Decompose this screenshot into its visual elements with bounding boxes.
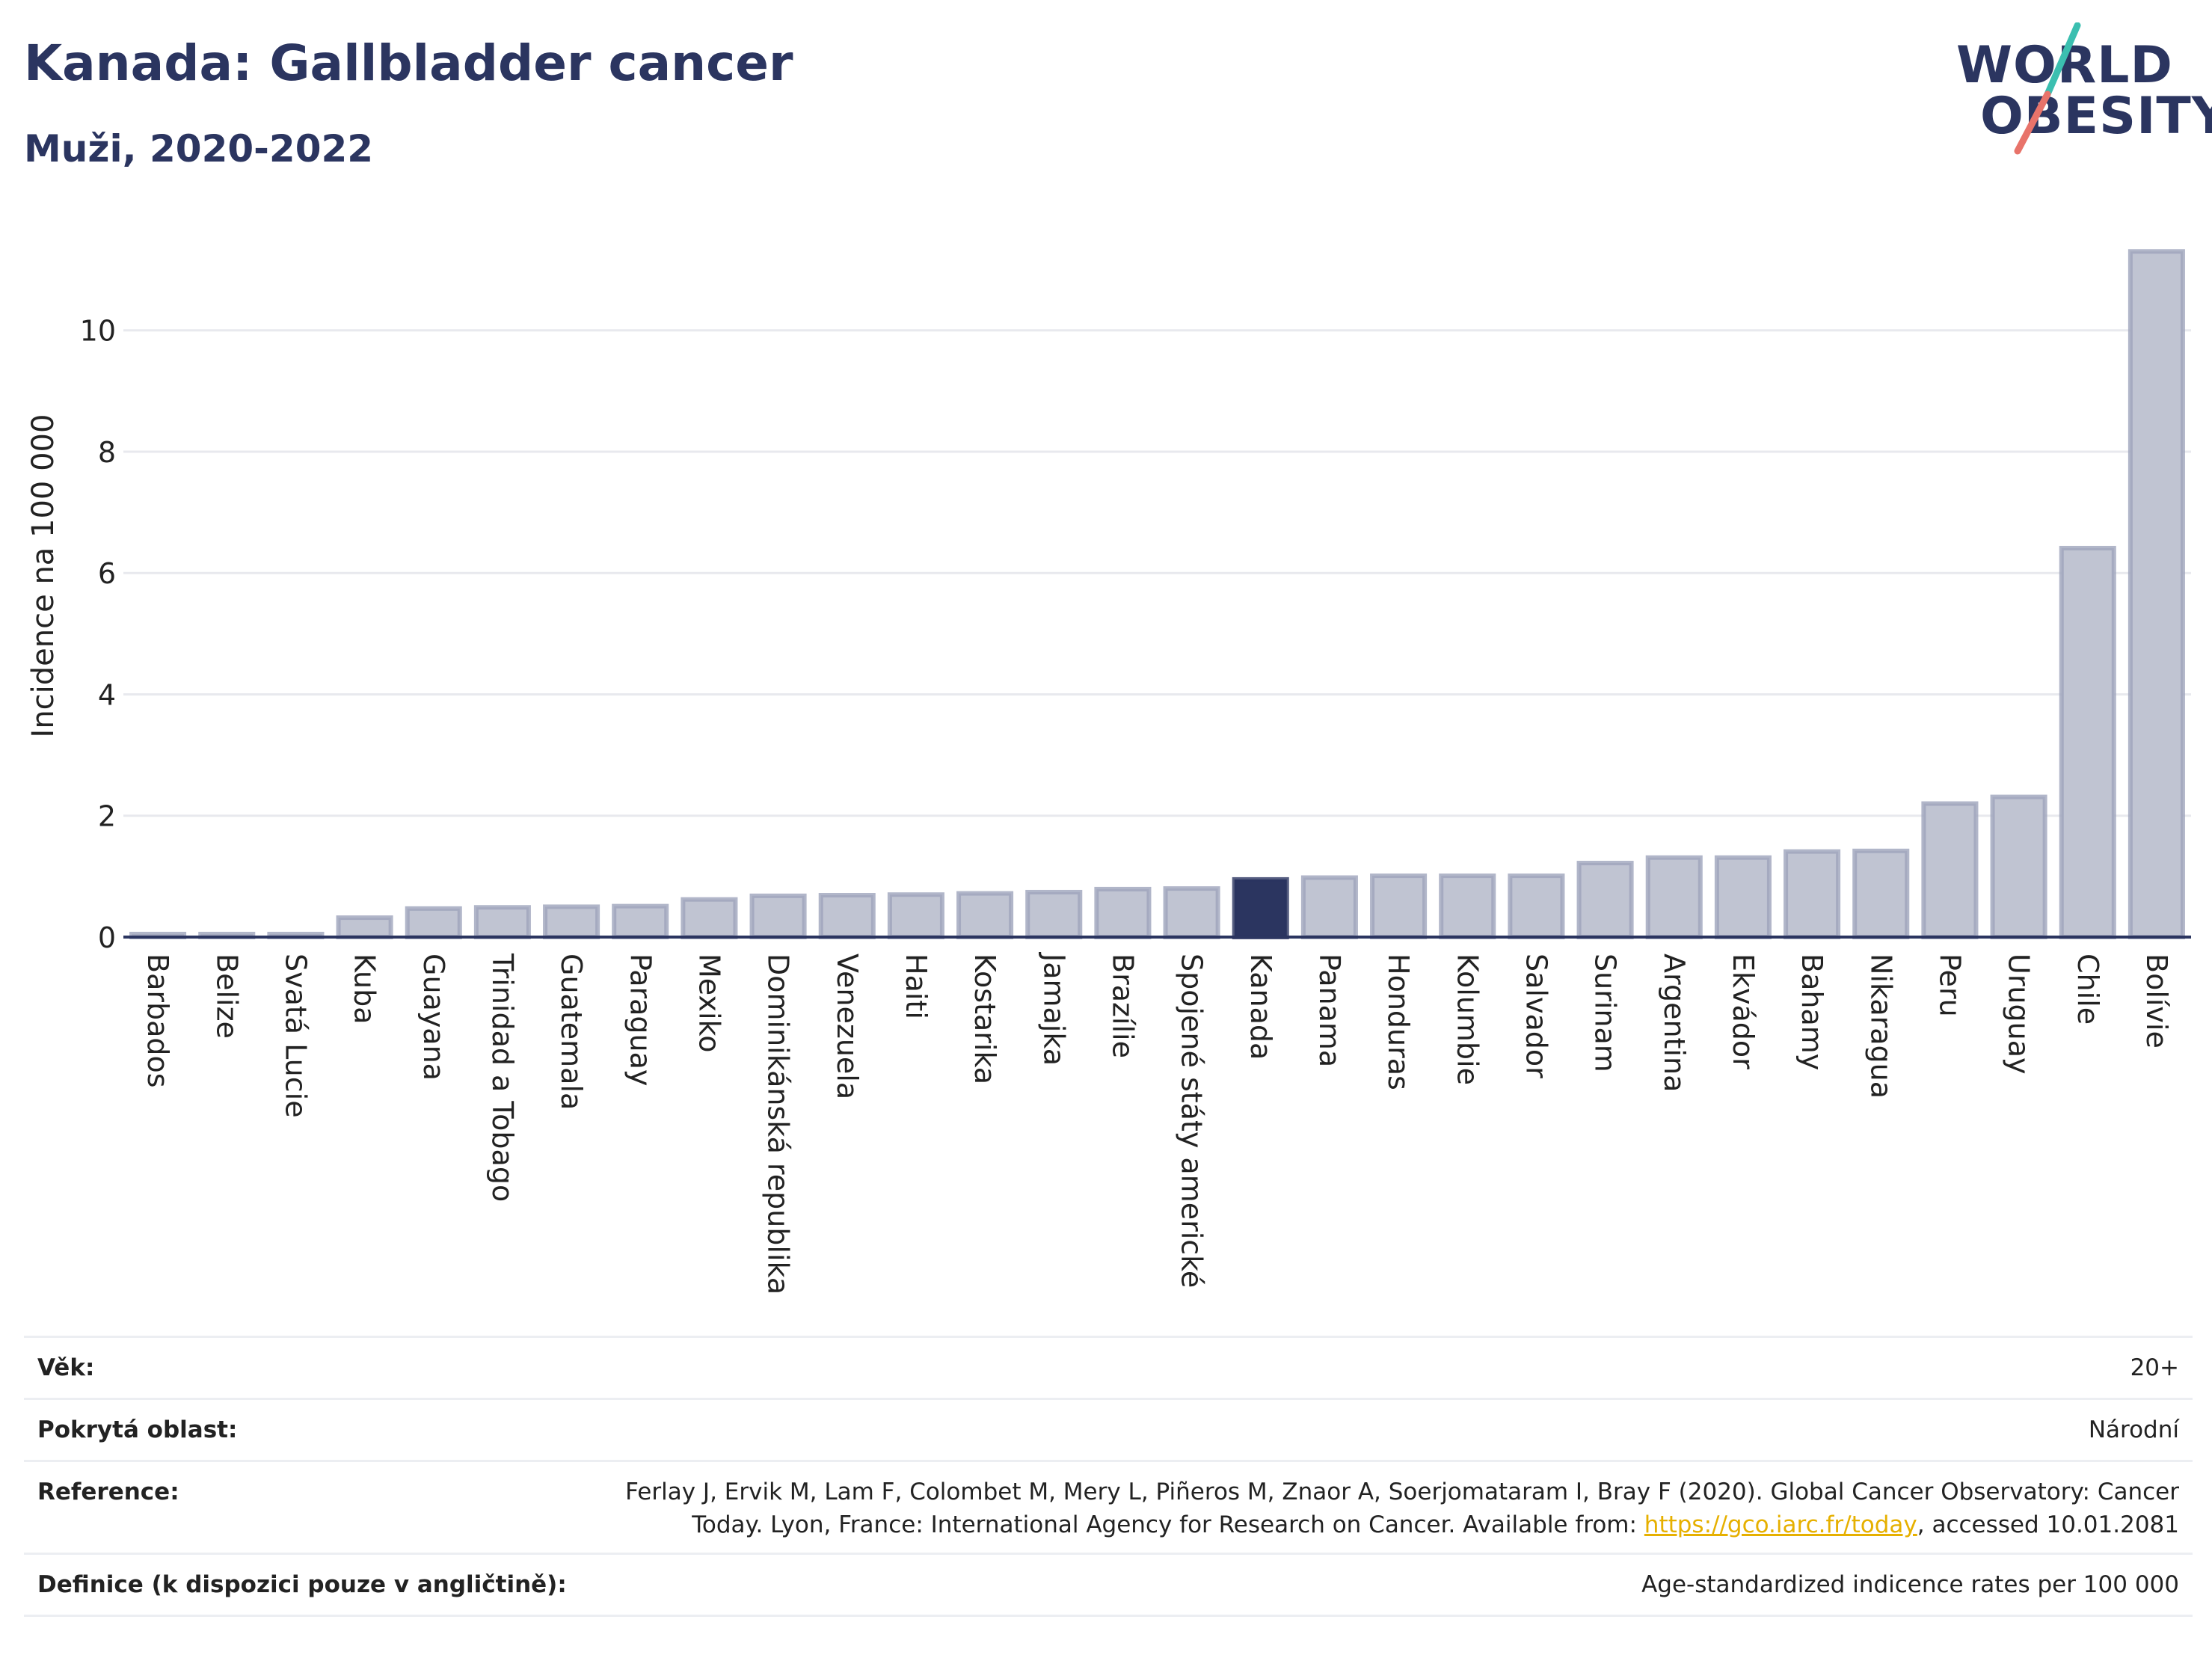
bar [1645,855,1703,939]
reference-line1: Ferlay J, Ervik M, Lam F, Colombet M, Me… [625,1479,2179,1505]
bar [473,905,531,940]
reference-line2-post: , accessed 10.01.2081 [1917,1511,2179,1538]
x-tick-label: Argentina [1658,954,1691,1092]
y-tick-label: 0 [98,921,116,954]
x-tick-label: Jamajka [1037,952,1070,1066]
info-value-coverage: Národní [2088,1416,2179,1443]
page-subtitle: Muži, 2020-2022 [24,127,374,171]
x-tick-label: Paraguay [624,954,657,1086]
x-tick-label: Trinidad a Tobago [486,953,519,1202]
x-tick-label: Chile [2071,954,2104,1025]
bar [1784,849,1841,939]
bar [2127,249,2185,940]
bar [1576,861,1634,940]
reference-line2-pre: Today. Lyon, France: International Agenc… [692,1511,1644,1538]
bar [405,906,462,940]
x-tick-label: Honduras [1382,954,1415,1090]
info-row-coverage: Pokrytá oblast: Národní [24,1398,2193,1460]
x-tick-label: Svatá Lucie [279,954,312,1118]
info-label-age: Věk: [37,1354,95,1381]
info-row-age: Věk: 20+ [24,1336,2193,1398]
bar [543,904,600,939]
x-tick-label: Salvador [1520,954,1552,1078]
y-tick-label: 6 [98,557,116,590]
x-tick-label: Kolumbie [1451,954,1484,1085]
x-tick-label: Venezuela [831,954,864,1099]
bar [336,915,393,940]
bar [1439,873,1496,940]
x-tick-label: Kuba [348,954,381,1025]
y-tick-label: 4 [98,678,116,711]
bar [1990,794,2047,939]
bar [1714,855,1772,939]
bar [818,893,876,940]
page-title: Kanada: Gallbladder cancer [24,34,793,92]
x-tick-label: Peru [1933,954,1966,1017]
bar [1508,873,1565,940]
y-tick-label: 2 [98,800,116,833]
info-label-reference: Reference: [37,1479,179,1505]
x-tick-label: Guayana [417,954,450,1081]
info-table: Věk: 20+ Pokrytá oblast: Národní Referen… [24,1336,2193,1617]
bar [1300,875,1358,940]
x-tick-label: Guatemala [555,954,588,1110]
y-tick-label: 10 [80,315,116,348]
x-tick-label: Bolívie [2140,954,2173,1048]
bar [1852,848,1910,940]
x-tick-label: Mexiko [692,954,725,1052]
info-row-reference: Reference: Ferlay J, Ervik M, Lam F, Col… [24,1460,2193,1553]
logo-slash-icon [2014,22,2081,155]
y-tick-label: 8 [98,436,116,469]
x-tick-label: Uruguay [2003,954,2036,1075]
x-tick-label: Kostarika [968,954,1001,1084]
logo-line1: WORLD [1956,36,2173,95]
x-tick-label: Panama [1313,954,1346,1067]
x-tick-label: Dominikánská republika [762,954,795,1295]
info-value-reference: Ferlay J, Ervik M, Lam F, Colombet M, Me… [625,1476,2179,1541]
x-tick-label: Nikaragua [1864,954,1897,1099]
bar [681,897,738,940]
info-label-definition: Definice (k dispozici pouze v angličtině… [37,1571,567,1598]
x-tick-label: Surinam [1589,954,1622,1072]
x-tick-label: Haiti [900,954,933,1019]
bar [1921,801,1979,940]
bar [1232,876,1289,939]
bar [1025,889,1083,940]
reference-link[interactable]: https://gco.iarc.fr/today [1644,1511,1917,1538]
info-value-age: 20+ [2130,1354,2179,1381]
x-tick-label: Brazílie [1106,954,1139,1058]
x-tick-label: Belize [210,954,243,1039]
bar [749,893,807,939]
bar-chart: 0 2 4 6 8 10 Barbados Belize Svatá Lucie Kuba Guay… [80,249,2191,1295]
bar [1163,886,1220,939]
logo-line2: OBESITY [1980,87,2212,146]
bar [2059,545,2116,939]
x-tick-label: Kanada [1244,954,1277,1060]
info-row-definition: Definice (k dispozici pouze v angličtině… [24,1553,2193,1617]
bar [1370,873,1428,940]
x-tick-label: Bahamy [1795,954,1828,1070]
x-tick-label: Spojené státy americké [1176,954,1208,1288]
bar [612,903,669,939]
world-obesity-logo: WORLD OBESITY [1952,22,2212,157]
bar [1094,886,1152,940]
x-tick-label: Ekvádor [1727,954,1760,1069]
bar [887,892,944,939]
bar [956,891,1014,939]
info-value-definition: Age-standardized indicence rates per 100… [1641,1571,2179,1598]
info-label-coverage: Pokrytá oblast: [37,1416,238,1443]
x-tick-label: Barbados [141,954,174,1088]
